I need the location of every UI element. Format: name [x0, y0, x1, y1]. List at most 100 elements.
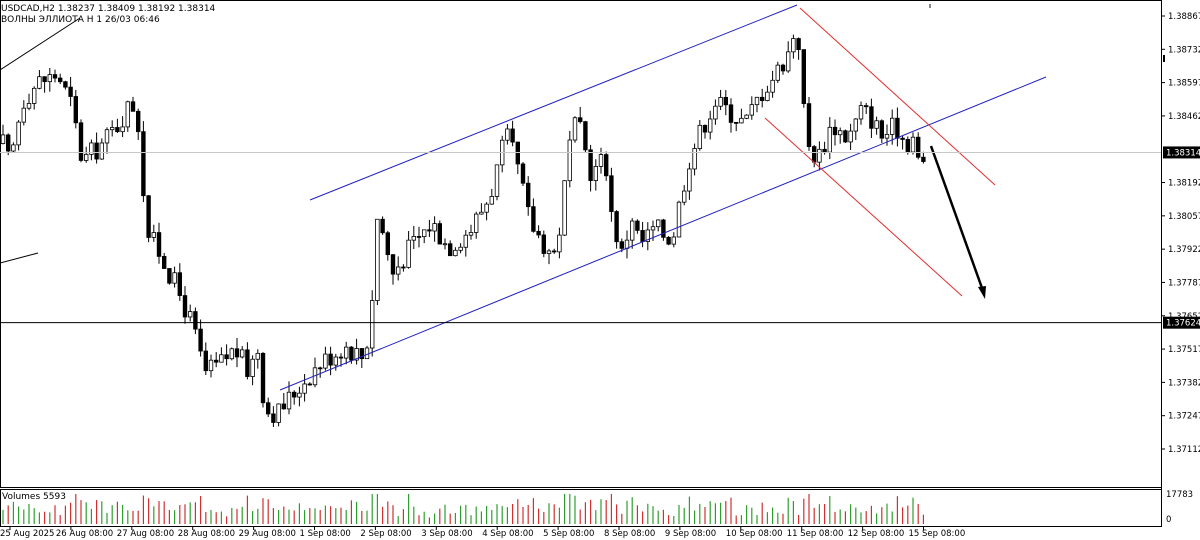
candle-bear	[385, 232, 390, 256]
candle-bull	[479, 211, 484, 215]
candle-bull	[442, 243, 448, 246]
candle-bull	[187, 311, 193, 318]
candle-bear	[203, 350, 208, 372]
candle-bull	[744, 114, 749, 119]
time-tick-label: 25 Aug 2025	[0, 529, 54, 539]
candle-bear	[328, 353, 333, 366]
candle-bull	[827, 126, 832, 153]
candle-bull	[453, 249, 458, 257]
candle-bear	[245, 349, 250, 377]
price-tick-label: 1.37247	[1168, 412, 1200, 422]
time-tick-label: 28 Aug 08:00	[178, 529, 235, 539]
time-tick-label: 2 Sep 08:00	[360, 529, 411, 539]
candle-bull	[120, 126, 125, 133]
candle-bear	[578, 117, 583, 123]
candle-bull	[718, 96, 723, 107]
candle-bull	[874, 120, 879, 129]
candle-bull	[421, 229, 427, 238]
price-tick-label: 1.37787	[1168, 278, 1200, 288]
candle-bear	[58, 77, 63, 83]
candle-bear	[921, 156, 926, 162]
candle-bull	[16, 121, 21, 146]
candle-bull	[276, 403, 281, 423]
candle-bull	[562, 180, 567, 236]
candle-bear	[427, 229, 432, 232]
candle-bear	[271, 413, 276, 423]
time-tick-label: 4 Sep 08:00	[482, 529, 533, 539]
candle-bear	[812, 146, 817, 163]
candle-bear	[156, 232, 162, 257]
channel-up-upper-line	[309, 4, 798, 201]
candle-bear	[349, 346, 354, 361]
candle-bull	[557, 234, 562, 253]
candle-bull	[484, 203, 489, 213]
candle-bear	[635, 220, 640, 231]
candle-bull	[489, 196, 494, 205]
level-price-label: 1.37624	[1166, 319, 1200, 329]
candle-bear	[864, 105, 869, 108]
candle-bull	[229, 348, 234, 360]
candle-bull	[598, 154, 604, 167]
candle-bear	[213, 359, 219, 363]
volume-max-label: 17783	[1166, 490, 1193, 500]
candle-bear	[640, 230, 645, 242]
candle-bull	[910, 136, 916, 153]
time-tick-label: 5 Sep 08:00	[543, 529, 594, 539]
candle-bear	[141, 131, 146, 197]
candle-bear	[905, 139, 910, 153]
candle-bull	[676, 201, 682, 238]
candle-bull	[890, 117, 895, 135]
symbol-header: USDCAD,H2 1.38237 1.38409 1.38192 1.3831…	[1, 4, 216, 14]
candle-bear	[588, 149, 593, 182]
price-tick-label: 1.38597	[1168, 79, 1200, 89]
candle-bull	[645, 229, 650, 242]
candle-bear	[661, 219, 666, 238]
channel-down-upper-line	[799, 7, 996, 186]
candle-bull	[505, 128, 510, 141]
candle-bear	[843, 130, 848, 143]
price-tick-label: 1.38732	[1168, 45, 1200, 55]
candle-bull	[671, 236, 676, 245]
candle-bear	[224, 354, 229, 360]
candle-bull	[546, 250, 552, 254]
candle-bear	[317, 367, 323, 370]
candle-bull	[104, 129, 110, 144]
price-tick-label: 1.37922	[1168, 245, 1200, 255]
candle-bear	[338, 356, 344, 359]
candle-bull	[713, 105, 718, 120]
candle-bull	[853, 118, 858, 132]
price-tick-label: 1.37517	[1168, 345, 1200, 355]
candle-bear	[260, 352, 266, 404]
price-tick-label: 1.38867	[1168, 12, 1200, 22]
candle-bull	[47, 74, 52, 83]
candle-bull	[468, 232, 474, 236]
candle-bear	[900, 137, 905, 140]
candle-bull	[786, 51, 791, 72]
candle-bull	[125, 101, 130, 128]
candle-bear	[193, 311, 198, 330]
candle-bull	[624, 239, 630, 249]
candle-bear	[447, 243, 453, 257]
candle-bull	[32, 87, 37, 104]
candle-bear	[609, 175, 614, 212]
candle-bull	[333, 356, 338, 366]
candle-bear	[42, 76, 47, 83]
volume-panel	[0, 489, 1162, 527]
candle-bear	[734, 121, 739, 124]
candle-bear	[161, 255, 167, 269]
price-tick-label: 1.38192	[1168, 179, 1200, 189]
candle-bear	[63, 81, 68, 88]
candle-bull	[494, 164, 500, 197]
candle-bull	[838, 130, 843, 136]
candle-bull	[369, 300, 375, 349]
time-tick-label: 27 Aug 08:00	[117, 529, 174, 539]
time-tick-label: 26 Aug 08:00	[56, 529, 113, 539]
candle-bull	[0, 134, 6, 144]
candle-bear	[666, 236, 671, 245]
candle-bear	[822, 148, 827, 153]
overlays-layer	[0, 4, 1165, 391]
candle-bear	[515, 141, 520, 165]
candle-bull	[848, 130, 853, 143]
candle-bull	[749, 104, 754, 116]
candle-bear	[359, 348, 364, 360]
